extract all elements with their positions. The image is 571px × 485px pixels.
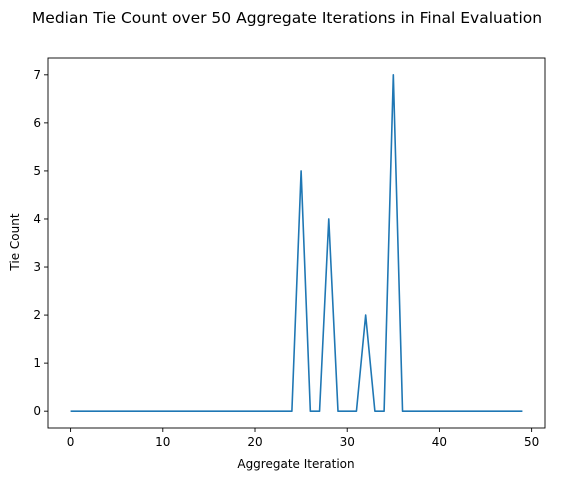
y-tick-label: 7 [33,68,41,82]
x-tick-label: 0 [67,435,75,449]
plot-area: 0 10 20 30 40 50 0 1 2 3 4 5 6 7 [33,58,545,449]
y-axis-label: Tie Count [8,213,22,271]
y-tick-label: 0 [33,404,41,418]
series-line-0 [71,75,523,411]
x-tick-label: 40 [432,435,447,449]
x-tick-label: 50 [524,435,539,449]
x-tick-label: 10 [155,435,170,449]
plot-frame [48,58,545,428]
y-tick-label: 5 [33,164,41,178]
y-tick-label: 4 [33,212,41,226]
y-tick-label: 3 [33,260,41,274]
y-tick-label: 6 [33,116,41,130]
chart-title: Median Tie Count over 50 Aggregate Itera… [32,9,542,27]
x-axis-label: Aggregate Iteration [237,457,354,471]
y-tick-label: 1 [33,356,41,370]
x-tick-label: 30 [340,435,355,449]
y-tick-label: 2 [33,308,41,322]
x-tick-label: 20 [247,435,262,449]
